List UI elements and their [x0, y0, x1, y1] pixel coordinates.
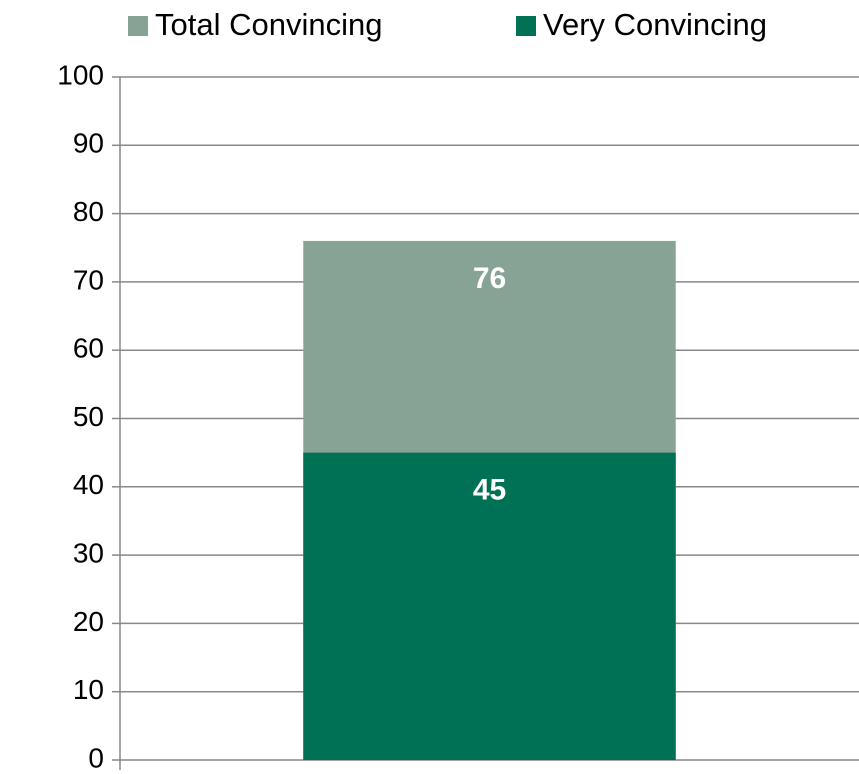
y-tick-label: 90 [73, 128, 104, 159]
value-label: 45 [473, 474, 506, 507]
legend-swatch [516, 16, 536, 36]
value-label: 76 [473, 262, 506, 295]
legend-swatch [128, 16, 148, 36]
legend-label: Total Convincing [155, 7, 382, 42]
bar [303, 452, 676, 760]
y-tick-label: 60 [73, 333, 104, 364]
y-tick-label: 30 [73, 537, 104, 568]
y-tick-label: 70 [73, 264, 104, 295]
y-tick-label: 10 [73, 674, 104, 705]
y-tick-label: 100 [57, 59, 104, 90]
y-tick-label: 20 [73, 606, 104, 637]
y-tick-label: 0 [88, 742, 104, 773]
legend-label: Very Convincing [543, 7, 767, 42]
y-tick-label: 50 [73, 401, 104, 432]
y-tick-label: 40 [73, 469, 104, 500]
y-tick-label: 80 [73, 196, 104, 227]
